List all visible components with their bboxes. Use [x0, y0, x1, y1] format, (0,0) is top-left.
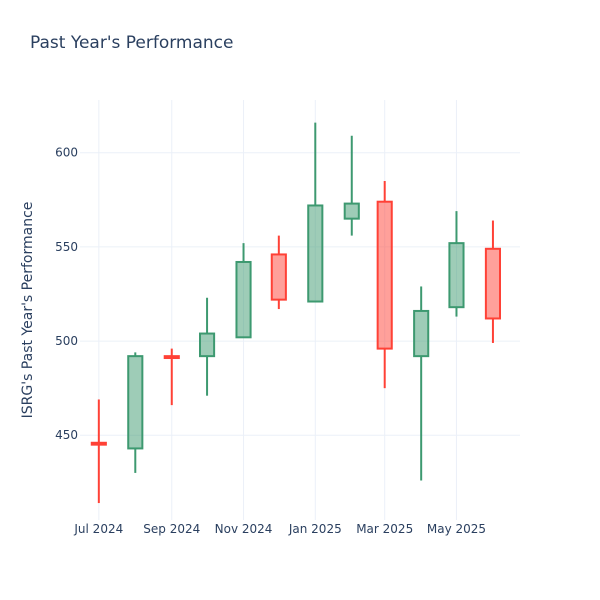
chart-title: Past Year's Performance: [30, 33, 234, 53]
candle: [307, 122, 324, 303]
candle-body: [343, 202, 360, 220]
candle-body: [413, 309, 430, 358]
candle: [90, 399, 107, 504]
candle-body: [376, 200, 393, 350]
x-tick-label: Nov 2024: [215, 522, 273, 536]
candle-body: [235, 260, 252, 339]
candle-body: [163, 355, 180, 360]
x-tick-label: Sep 2024: [143, 522, 200, 536]
x-tick-label: Jan 2025: [288, 522, 342, 536]
candle: [235, 243, 252, 339]
y-tick-label: 450: [55, 428, 78, 442]
candle: [448, 211, 465, 317]
candle: [199, 297, 216, 396]
x-tick-label: Mar 2025: [356, 522, 413, 536]
y-tick-label: 600: [55, 146, 78, 160]
candle: [163, 348, 180, 406]
candle-body: [270, 253, 287, 301]
y-tick-label: 550: [55, 240, 78, 254]
y-tick-label: 500: [55, 334, 78, 348]
candle-body: [127, 355, 144, 450]
y-axis-ticks: 450 500 550 600: [55, 146, 78, 443]
candle-body: [448, 242, 465, 309]
candle: [343, 135, 360, 236]
candle-body: [199, 332, 216, 358]
x-tick-label: May 2025: [427, 522, 486, 536]
candle-body: [484, 247, 502, 320]
candle: [270, 235, 287, 310]
candle: [413, 286, 430, 481]
candle-body: [307, 204, 324, 303]
grid-lines: [80, 100, 520, 520]
candle: [127, 352, 144, 473]
candle-body: [90, 441, 107, 446]
x-tick-label: Jul 2024: [73, 522, 123, 536]
candle: [376, 180, 393, 389]
candle: [484, 220, 502, 343]
y-axis-title: ISRG's Past Year's Performance: [20, 202, 36, 419]
x-axis-ticks: Jul 2024 Sep 2024 Nov 2024 Jan 2025 Mar 2025…: [73, 522, 486, 536]
candles: [90, 122, 502, 504]
